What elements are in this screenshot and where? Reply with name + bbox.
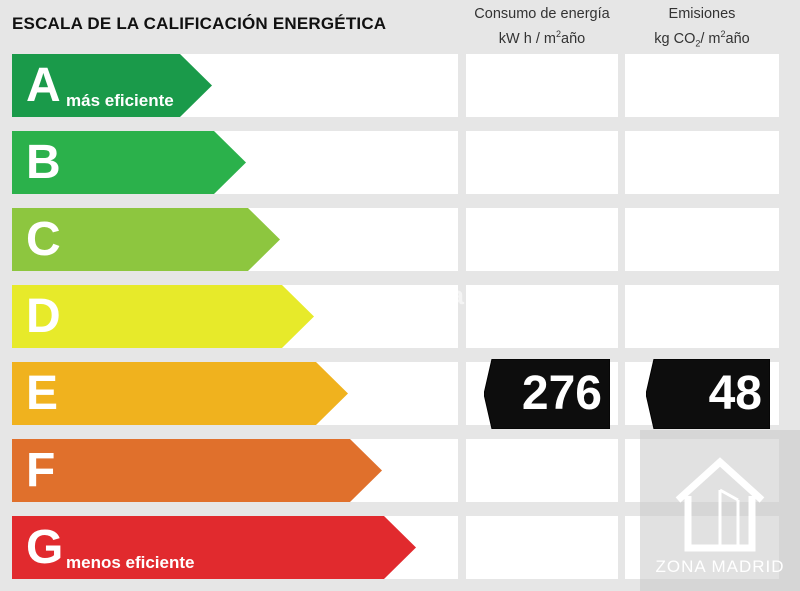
emisiones-rating-badge: 48 (646, 359, 770, 429)
consumo-header-label: Consumo de energía (474, 6, 610, 22)
consumo-unit-sup: 2 (555, 29, 561, 39)
consumo-cell (466, 131, 618, 194)
emisiones-cell (625, 285, 779, 348)
band-e: E (12, 362, 348, 425)
band-letter: A (26, 59, 61, 112)
consumo-header: Consumo de energía kW h / m2año (466, 4, 618, 49)
band-f: F (12, 439, 382, 502)
consumo-header-unit: kW h / m2año (466, 24, 618, 49)
band-b: B (12, 131, 246, 194)
page-title: ESCALA DE LA CALIFICACIÓN ENERGÉTICA (12, 14, 387, 33)
band-letter: G (26, 521, 64, 574)
emisiones-cell (625, 54, 779, 117)
emisiones-unit-sup: 2 (720, 29, 726, 39)
zona-madrid-logo: ZONA MADRID (640, 430, 800, 591)
emisiones-unit-mid: / m (700, 30, 721, 47)
band-letter: F (26, 444, 56, 497)
band-letter: D (26, 290, 61, 343)
band-subtitle: menos eficiente (66, 553, 195, 572)
band-d: D (12, 285, 314, 348)
emisiones-cell (625, 208, 779, 271)
consumo-cell (466, 54, 618, 117)
consumo-rating-badge: 276 (484, 359, 610, 429)
zona-madrid-label: ZONA MADRID (655, 557, 785, 576)
emisiones-rating-badge-value: 48 (708, 367, 762, 420)
consumo-cell (466, 208, 618, 271)
emisiones-cell (625, 131, 779, 194)
consumo-unit-a: kW h / m (498, 30, 556, 47)
emisiones-header-label: Emisiones (668, 6, 736, 22)
emisiones-unit-sub: 2 (695, 38, 701, 49)
emisiones-header: Emisiones kg CO2/ m2año (625, 4, 779, 54)
consumo-rating-badge-value: 276 (521, 367, 602, 420)
band-letter: B (26, 136, 61, 189)
consumo-cell (466, 516, 618, 579)
house-icon (675, 457, 765, 552)
band-subtitle: más eficiente (66, 91, 174, 110)
band-letter: C (26, 213, 61, 266)
consumo-cell (466, 439, 618, 502)
emisiones-unit-a: kg CO (654, 30, 696, 47)
band-letter: E (26, 367, 59, 420)
watermark: habitaclia (335, 280, 465, 310)
emisiones-unit-b: año (725, 30, 750, 47)
consumo-unit-b: año (561, 30, 586, 47)
consumo-cell (466, 285, 618, 348)
emisiones-header-unit: kg CO2/ m2año (625, 24, 779, 54)
band-c: C (12, 208, 280, 271)
